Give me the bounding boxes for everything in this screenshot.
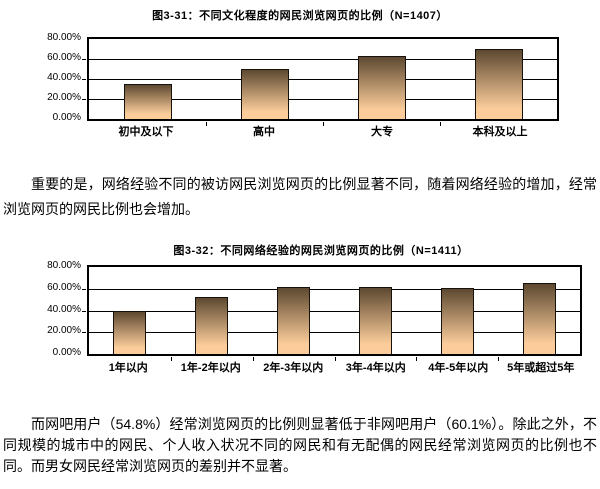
x-axis-tick bbox=[334, 357, 336, 361]
x-axis-tick bbox=[206, 122, 207, 126]
x-category-label: 初中及以下 bbox=[118, 126, 174, 138]
chart2-plot-area bbox=[82, 265, 582, 361]
x-axis-tick bbox=[416, 357, 418, 361]
x-category-label: 本科及以上 bbox=[472, 126, 528, 138]
y-tick-label: 80.00% bbox=[47, 260, 81, 271]
x-category-label: 2年-3年以内 bbox=[263, 362, 324, 374]
gridline bbox=[89, 79, 557, 80]
x-category-label: 高中 bbox=[253, 126, 275, 138]
y-axis-tick bbox=[82, 59, 86, 60]
x-axis-tick bbox=[252, 357, 254, 361]
paragraph-2: 而网吧用户（54.8%）经常浏览网页的比例则显著低于非网吧用户（60.1%）。除… bbox=[3, 416, 597, 474]
bar bbox=[277, 287, 311, 354]
gridline bbox=[89, 310, 580, 312]
y-tick-label: 40.00% bbox=[47, 72, 81, 83]
gridline bbox=[89, 99, 557, 100]
x-category-label: 1年以内 bbox=[108, 362, 148, 374]
x-axis-tick bbox=[440, 122, 441, 126]
y-axis-tick bbox=[82, 79, 86, 80]
x-category-label: 4年-5年以内 bbox=[428, 362, 489, 374]
y-axis-tick bbox=[82, 288, 86, 290]
paragraph-1: 重要的是，网络经验不同的被访网民浏览网页的比例显著不同，随着网络经验的增加，经常… bbox=[3, 176, 597, 217]
y-tick-label: 20.00% bbox=[47, 92, 81, 103]
bar bbox=[240, 69, 289, 119]
y-tick-label: 0.00% bbox=[52, 347, 81, 358]
y-tick-label: 40.00% bbox=[47, 303, 81, 315]
gridline bbox=[89, 59, 557, 60]
bar bbox=[357, 56, 406, 119]
x-category-label: 大专 bbox=[371, 126, 393, 138]
y-tick-label: 60.00% bbox=[47, 52, 81, 63]
chart1-x-axis-labels: 初中及以下 高中 大专 本科及以上 bbox=[87, 126, 559, 139]
gridline bbox=[89, 288, 580, 290]
bar bbox=[474, 49, 523, 119]
y-tick-label: 20.00% bbox=[47, 325, 81, 337]
y-axis-tick bbox=[82, 310, 86, 312]
y-axis-tick bbox=[82, 332, 86, 334]
y-tick-label: 60.00% bbox=[47, 281, 81, 293]
bar bbox=[358, 287, 392, 354]
y-tick-label: 0.00% bbox=[52, 112, 81, 123]
chart1-title: 图3-31：不同文化程度的网民浏览网页的比例（N=1407） bbox=[152, 10, 448, 22]
x-category-label: 5年或超过5年 bbox=[507, 362, 575, 374]
bar bbox=[440, 287, 474, 354]
chart2-x-axis-labels: 1年以内 1年-2年以内 2年-3年以内 3年-4年以内 4年-5年以内 5年或超过5年 bbox=[87, 362, 582, 375]
bar bbox=[113, 310, 147, 354]
chart1-plot-area bbox=[82, 37, 559, 126]
x-category-label: 3年-4年以内 bbox=[345, 362, 406, 374]
chart2-title: 图3-32：不同网络经验的网民浏览网页的比例（N=1411） bbox=[173, 245, 469, 257]
y-axis-tick bbox=[82, 99, 86, 100]
x-axis-tick bbox=[498, 357, 500, 361]
x-category-label: 1年-2年以内 bbox=[180, 362, 241, 374]
bar bbox=[195, 296, 229, 354]
bar bbox=[123, 84, 172, 119]
gridline bbox=[89, 332, 580, 334]
x-axis-tick bbox=[170, 357, 172, 361]
x-axis-tick bbox=[323, 122, 324, 126]
y-tick-label: 80.00% bbox=[47, 32, 81, 43]
bar bbox=[522, 282, 556, 354]
